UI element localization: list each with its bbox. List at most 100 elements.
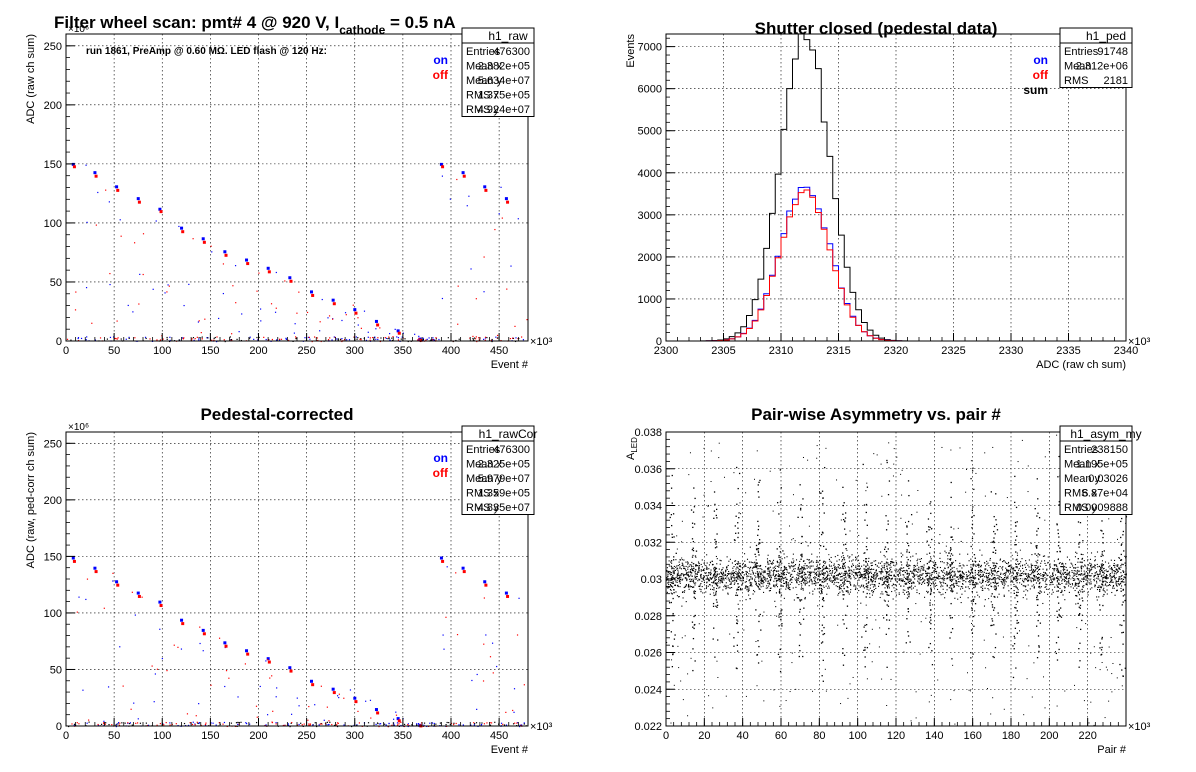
data-point xyxy=(821,641,824,643)
data-point xyxy=(797,566,799,568)
stats-box-name: h1_rawCor xyxy=(479,427,538,441)
data-point xyxy=(820,587,823,590)
data-point xyxy=(860,575,862,577)
data-point xyxy=(1060,570,1062,572)
y-tick-label: 250 xyxy=(44,41,62,53)
data-point xyxy=(1115,583,1117,585)
data-point-on xyxy=(223,721,226,724)
data-point xyxy=(810,561,812,563)
data-point xyxy=(822,573,824,575)
data-point xyxy=(778,590,781,592)
data-point xyxy=(1098,596,1100,598)
data-point xyxy=(885,633,887,635)
data-point-off xyxy=(258,336,260,339)
data-point-on xyxy=(294,323,296,325)
data-point xyxy=(764,570,766,572)
data-point xyxy=(959,562,961,564)
x-tick-label: 50 xyxy=(108,345,120,357)
data-point xyxy=(1015,563,1017,565)
data-point xyxy=(789,579,791,581)
data-point-on xyxy=(393,718,395,720)
data-point xyxy=(823,575,825,577)
data-point xyxy=(750,566,752,568)
data-point-on xyxy=(423,724,425,726)
data-point xyxy=(737,583,739,585)
data-point xyxy=(761,580,763,583)
data-point xyxy=(859,571,861,573)
data-point xyxy=(1064,589,1066,592)
data-point xyxy=(741,567,743,569)
data-point xyxy=(872,574,874,576)
data-point xyxy=(1103,567,1105,569)
data-point xyxy=(825,548,827,550)
data-point xyxy=(997,582,999,584)
data-point xyxy=(809,592,811,594)
data-point xyxy=(1122,570,1124,572)
data-point-on xyxy=(458,724,460,726)
data-point xyxy=(736,615,738,618)
data-point xyxy=(891,577,894,579)
data-point xyxy=(779,559,781,561)
data-point-on xyxy=(259,308,262,310)
data-point-on xyxy=(117,723,119,725)
data-point xyxy=(1115,568,1117,570)
data-point-off xyxy=(97,723,99,726)
data-point-off xyxy=(315,725,318,728)
data-point xyxy=(1073,573,1075,575)
data-point xyxy=(687,574,689,577)
data-point xyxy=(978,560,981,562)
data-point xyxy=(814,569,816,571)
data-point-on xyxy=(112,580,114,582)
data-point xyxy=(991,578,993,581)
data-point xyxy=(800,580,802,583)
data-point xyxy=(865,558,867,560)
data-point xyxy=(751,562,753,564)
data-point xyxy=(726,566,728,568)
data-point xyxy=(916,568,918,570)
data-point-off xyxy=(138,303,140,305)
data-point xyxy=(888,594,890,596)
data-point xyxy=(672,619,674,622)
data-point xyxy=(1012,571,1014,573)
data-point xyxy=(1080,570,1082,572)
data-point xyxy=(776,560,778,562)
data-point xyxy=(886,558,888,560)
data-point xyxy=(823,573,825,575)
data-point xyxy=(916,560,918,562)
data-point xyxy=(1102,581,1104,583)
data-point xyxy=(738,608,740,610)
data-point xyxy=(677,564,679,567)
data-point xyxy=(838,559,840,561)
data-point xyxy=(992,562,994,564)
data-point xyxy=(750,576,752,578)
data-point xyxy=(1056,581,1058,583)
data-point-on xyxy=(78,596,80,598)
data-point xyxy=(740,578,742,580)
data-point xyxy=(670,572,672,574)
data-point xyxy=(808,577,810,579)
data-point xyxy=(727,564,729,567)
data-point xyxy=(887,542,889,544)
data-point xyxy=(982,585,984,587)
data-point xyxy=(1072,587,1074,589)
data-point xyxy=(669,571,671,573)
data-point xyxy=(706,562,708,564)
data-point xyxy=(817,579,819,581)
data-point xyxy=(848,560,851,562)
data-point xyxy=(1103,572,1105,574)
data-point xyxy=(1002,573,1004,575)
data-point xyxy=(883,582,885,584)
data-point xyxy=(718,579,720,581)
data-point xyxy=(980,570,982,572)
data-point xyxy=(670,592,672,594)
data-point-off xyxy=(159,339,162,341)
data-point-on xyxy=(275,722,277,724)
data-point xyxy=(960,602,962,604)
data-point xyxy=(949,575,951,577)
data-point-off xyxy=(66,338,69,340)
data-point-off xyxy=(141,596,143,598)
data-point-on xyxy=(183,304,185,307)
data-point xyxy=(690,579,692,581)
data-point xyxy=(1113,573,1115,575)
